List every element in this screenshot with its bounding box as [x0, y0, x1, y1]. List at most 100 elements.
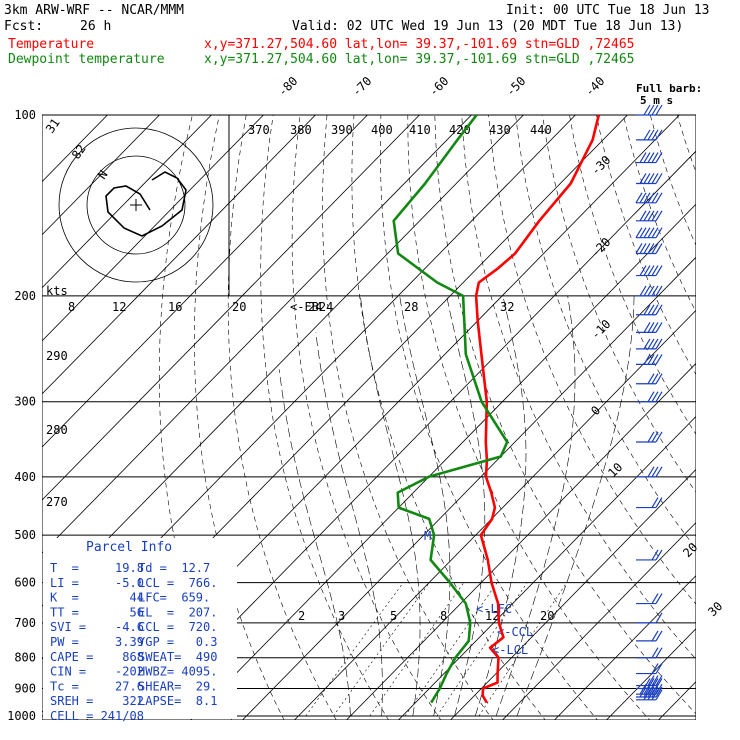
- wind-barb: [636, 663, 663, 675]
- dry-adiabat: [704, 115, 740, 729]
- parcel-row-left: Tc = 27.6: [50, 679, 144, 693]
- isotherm: [189, 203, 696, 720]
- mixing-ratio-label: 2: [298, 609, 305, 623]
- parcel-row-left: PW = 3.39: [50, 635, 144, 649]
- dewpoint-legend: Dewpoint temperature: [8, 52, 165, 67]
- init-time: Init: 00 UTC Tue 18 Jun 13: [506, 3, 710, 18]
- wind-barb: [636, 285, 663, 297]
- dry-adiabat: [731, 115, 740, 729]
- dry-adiabat: [569, 115, 696, 435]
- isotherm: [397, 415, 696, 720]
- parcel-row-left: K = 44: [50, 591, 144, 605]
- dry-adiabat: [461, 115, 696, 660]
- temperature-profile: [474, 115, 601, 704]
- pressure-tick-label: 100: [14, 108, 36, 122]
- wind-barb: [636, 689, 663, 701]
- skew-temp-label: 30: [705, 599, 725, 619]
- skew-temp-label: -40: [582, 74, 607, 99]
- wind-barb: [635, 243, 663, 255]
- dry-adiabat: [542, 115, 696, 493]
- dry-adiabat: [194, 115, 285, 720]
- dry-adiabat: [227, 115, 337, 720]
- hodo-speed-label: 16: [168, 300, 182, 314]
- isotherm: [345, 362, 696, 720]
- skew-temp-label: 0: [588, 403, 603, 418]
- moist-adiabat: [278, 369, 351, 716]
- mixing-ratio-label: 20: [540, 609, 554, 623]
- theta-label: 440: [530, 123, 552, 137]
- theta-e-label: 280: [46, 423, 68, 437]
- theta-label: 420: [449, 123, 471, 137]
- wind-barb: [635, 227, 663, 239]
- theta-e-label: 270: [46, 495, 68, 509]
- theta-label: 380: [290, 123, 312, 137]
- wind-barb: [636, 431, 663, 443]
- wind-barb: [636, 647, 663, 659]
- theta-label: 400: [371, 123, 393, 137]
- isotherm: [501, 521, 696, 720]
- pressure-tick-label: 200: [14, 289, 36, 303]
- skew-temp-label: 20: [680, 540, 700, 560]
- wind-barb: [636, 391, 663, 403]
- skew-temp-label: -10: [588, 317, 613, 342]
- parcel-row-left: CIN = -202: [50, 665, 144, 679]
- moist-adiabat: [315, 332, 383, 717]
- isotherm: [42, 115, 524, 607]
- mixing-ratio-label: 12: [485, 609, 499, 623]
- isotherm: [42, 115, 420, 501]
- isotherm: [42, 115, 316, 395]
- hodo-trace: [105, 171, 187, 237]
- temperature-legend: Temperature: [8, 37, 94, 52]
- pressure-tick-label: 800: [14, 651, 36, 665]
- profiles: [392, 115, 601, 704]
- eb-label: <-EB24: [290, 300, 333, 314]
- dewpoint-location: x,y=371.27,504.60 lat,lon= 39.37,-101.69…: [204, 52, 634, 67]
- valid-time: Valid: 02 UTC Wed 19 Jun 13 (20 MDT Tue …: [292, 19, 683, 34]
- wind-barb: [636, 265, 663, 277]
- mixing-ratio-line: [369, 582, 465, 717]
- parcel-row-left: T = 19.8: [50, 561, 144, 575]
- pressure-tick-label: 700: [14, 616, 36, 630]
- barb-unit: 5 m s: [640, 94, 673, 107]
- parcel-row-left: SREH = 322: [50, 694, 144, 708]
- parcel-row-right: EL = 207.: [138, 605, 217, 619]
- isotherm: [657, 681, 696, 720]
- isotherm: [293, 309, 696, 720]
- pressure-tick-label: 400: [14, 470, 36, 484]
- m-marker: M: [424, 529, 431, 543]
- parcel-title: Parcel Info: [86, 540, 172, 555]
- wind-barb: [636, 338, 663, 350]
- skew-temp-label: -50: [503, 74, 528, 99]
- skew-temp-label: -60: [426, 74, 451, 99]
- fcst-label: Fcst:: [4, 19, 43, 34]
- mixing-ratio-line: [333, 582, 430, 717]
- moist-adiabat: [516, 295, 635, 717]
- dry-adiabat: [650, 115, 696, 246]
- pressure-tick-label: 1000: [7, 709, 36, 723]
- isotherm: [42, 115, 472, 554]
- temperature-location: x,y=371.27,504.60 lat,lon= 39.37,-101.69…: [204, 37, 634, 52]
- parcel-row-left: LI = -5.0: [50, 576, 144, 590]
- wind-barb: [636, 173, 663, 185]
- hodo-ring-label: 31: [43, 116, 63, 136]
- parcel-row-left: TT = 56: [50, 605, 144, 619]
- pressure-tick-label: 900: [14, 681, 36, 695]
- parcel-row-right: HWBZ= 4095.: [138, 665, 217, 679]
- pressure-tick-label: 500: [14, 528, 36, 542]
- dry-adiabat: [407, 115, 651, 720]
- wind-barb: [636, 304, 663, 316]
- parcel-row-right: LFC= 659.: [138, 591, 210, 605]
- hodo-ring-label: 82: [69, 142, 89, 162]
- hodo-ring: [58, 127, 214, 283]
- pressure-tick-label: 600: [14, 576, 36, 590]
- hodo-ring: [86, 155, 186, 255]
- moist-adiabat: [399, 295, 451, 717]
- isotherm: [241, 256, 696, 720]
- parcel-row-left: CELL = 241/08: [50, 709, 144, 723]
- wind-barb: [636, 373, 663, 385]
- isotherm: [42, 115, 368, 448]
- wind-barb: [636, 354, 663, 365]
- hodo-speed-label: 24: [308, 300, 322, 314]
